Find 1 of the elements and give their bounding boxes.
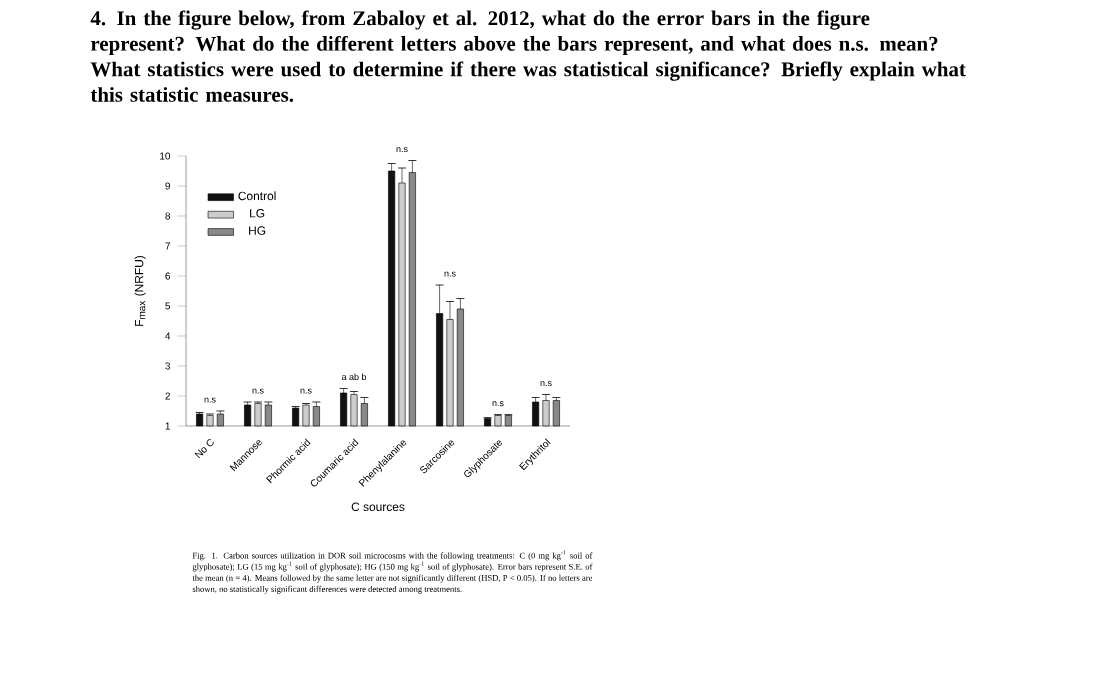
chart-title: 4. In the figure below, from Zabaloy et al. 2012, what do the error bars in the figure represent? What do the different letters above the bars represent, and what does n.s. mean? What statistics were used to determine if there was statistical significance? Briefly explain what this statistic measures. xyxy=(90,10,966,102)
